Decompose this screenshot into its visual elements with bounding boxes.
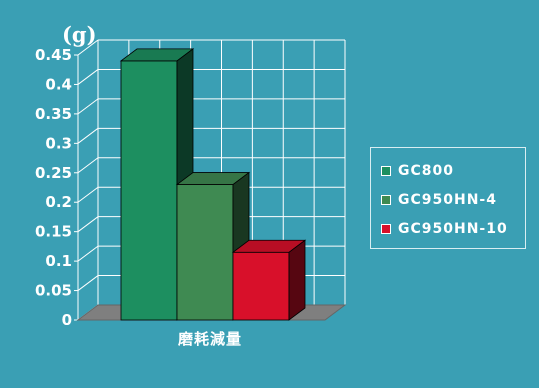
y-tick-label: 0.05 bbox=[35, 282, 72, 300]
legend-label-gc950hn-4: GC950HN-4 bbox=[398, 191, 497, 208]
y-tick-label: 0.3 bbox=[45, 134, 72, 152]
legend-item-gc950hn-10: GC950HN-10 bbox=[381, 214, 525, 243]
grid-line-diagonal bbox=[77, 186, 99, 203]
grid-line-diagonal bbox=[77, 39, 99, 56]
y-tick-label: 0.1 bbox=[45, 252, 72, 270]
y-tick-label: 0 bbox=[62, 311, 72, 329]
grid-line-diagonal bbox=[77, 157, 99, 174]
grid-line-diagonal bbox=[77, 245, 99, 262]
y-tick-label: 0.25 bbox=[35, 164, 72, 182]
y-tick-label: 0.15 bbox=[35, 223, 72, 241]
legend-label-gc950hn-10: GC950HN-10 bbox=[398, 220, 508, 237]
y-tick-label: 0.4 bbox=[45, 75, 72, 93]
legend-label-gc800: GC800 bbox=[398, 162, 454, 179]
y-tick-label: 0.35 bbox=[35, 105, 72, 123]
legend: GC800 GC950HN-4 GC950HN-10 bbox=[370, 147, 526, 249]
bar-side bbox=[288, 239, 306, 321]
x-category-label: 磨耗減量 bbox=[177, 330, 242, 348]
legend-item-gc800: GC800 bbox=[381, 156, 525, 185]
legend-swatch-gc950hn-4 bbox=[381, 194, 391, 205]
bar-front bbox=[232, 251, 290, 321]
grid-line-diagonal bbox=[77, 127, 99, 144]
grid-line-diagonal bbox=[77, 69, 99, 85]
legend-swatch-gc800 bbox=[381, 165, 391, 176]
y-unit-label: (g) bbox=[62, 22, 97, 47]
grid-line-diagonal bbox=[77, 98, 99, 115]
bar-gc950hn-10 bbox=[231, 239, 307, 321]
y-tick-label: 0.45 bbox=[35, 46, 72, 64]
bar-front bbox=[176, 184, 234, 321]
grid-line-diagonal bbox=[77, 216, 99, 233]
bar-gc950hn-4 bbox=[175, 171, 251, 321]
bar-front bbox=[120, 60, 178, 321]
grid-line-diagonal bbox=[77, 275, 99, 291]
legend-swatch-gc950hn-10 bbox=[381, 223, 391, 234]
y-axis-ticks: 0 0.05 0.1 0.15 0.2 0.25 0.3 0.35 0.4 0.45 bbox=[35, 46, 72, 329]
bars bbox=[119, 48, 307, 321]
legend-item-gc950hn-4: GC950HN-4 bbox=[381, 185, 525, 214]
y-tick-label: 0.2 bbox=[45, 193, 72, 211]
